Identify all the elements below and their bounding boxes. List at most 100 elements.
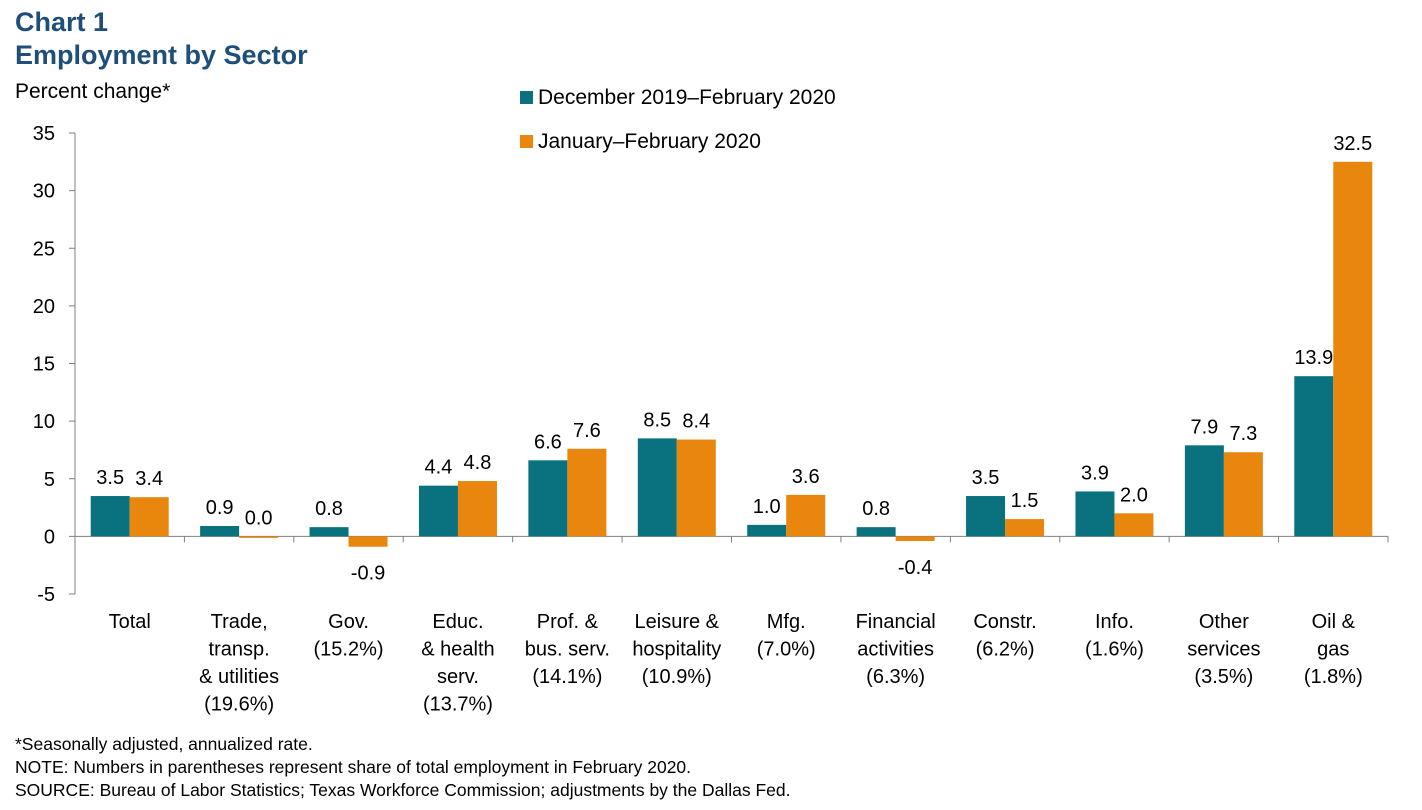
bar-series-2 [567, 448, 607, 537]
category-label: (1.6%) [1085, 639, 1144, 661]
bar-series-2 [1114, 513, 1154, 537]
category-label: (10.9%) [642, 666, 712, 688]
bar-series-1 [309, 527, 349, 537]
data-label: 3.4 [135, 468, 163, 490]
footnotes: *Seasonally adjusted, annualized rate. N… [15, 733, 791, 802]
data-label: 3.9 [1081, 462, 1109, 484]
bar-series-1 [856, 527, 896, 537]
category-label: Constr. [973, 611, 1036, 633]
bar-series-1 [1075, 491, 1115, 537]
y-tick-label: 15 [33, 354, 55, 376]
category-label: activities [857, 639, 934, 661]
data-label: 32.5 [1333, 133, 1372, 155]
category-label: (3.5%) [1194, 666, 1253, 688]
footnote-source: SOURCE: Bureau of Labor Statistics; Texa… [15, 780, 791, 800]
legend-swatch-series-1 [520, 91, 533, 104]
category-label: (1.8%) [1304, 666, 1363, 688]
category-label: & health [421, 639, 494, 661]
category-label: Oil & [1312, 611, 1356, 633]
data-label: 2.0 [1120, 484, 1148, 506]
y-tick-label: 10 [33, 411, 55, 433]
bar-series-2 [676, 439, 716, 537]
data-label: 3.5 [96, 467, 124, 489]
y-tick-label: 35 [33, 123, 55, 145]
category-label: (7.0%) [757, 639, 816, 661]
bar-series-1 [747, 524, 787, 537]
data-label: 0.9 [206, 497, 234, 519]
bar-series-1 [637, 438, 677, 537]
category-label: (13.7%) [423, 694, 493, 716]
chart-number: Chart 1 [15, 7, 109, 37]
data-label: 6.6 [534, 431, 562, 453]
y-tick-label: 30 [33, 181, 55, 203]
category-label: Leisure & [635, 611, 720, 633]
data-label: -0.9 [351, 563, 385, 585]
category-label: hospitality [632, 639, 721, 661]
category-label: transp. [209, 639, 270, 661]
footnote-asterisk: *Seasonally adjusted, annualized rate. [15, 734, 313, 754]
category-label: Trade, [211, 611, 268, 633]
data-label: 3.6 [792, 466, 820, 488]
bar-series-2 [895, 536, 935, 541]
legend-label-series-2: January–February 2020 [538, 130, 761, 153]
y-tick-label: 20 [33, 296, 55, 318]
category-label: Financial [856, 611, 936, 633]
bar-series-1 [966, 496, 1006, 537]
category-label: gas [1317, 639, 1349, 661]
category-label: (15.2%) [314, 639, 384, 661]
bar-chart: -5 0 5 10 15 20 25 30 35 3.5 0.9 0.8 4.4 6.6 8.5 1.0 0.8… [33, 86, 1389, 716]
category-label: Info. [1095, 611, 1134, 633]
bar-series-1 [528, 460, 568, 537]
category-label: Educ. [432, 611, 483, 633]
data-label: 0.8 [862, 498, 890, 520]
bar-series-2 [457, 481, 497, 537]
data-label: 8.4 [682, 411, 710, 433]
category-label: Gov. [328, 611, 369, 633]
y-tick-label: 0 [44, 526, 55, 548]
y-axis-label: Percent change* [15, 80, 171, 103]
footnote-note: NOTE: Numbers in parentheses represent s… [15, 757, 692, 777]
bar-series-1 [90, 496, 130, 537]
category-label: Prof. & [537, 611, 599, 633]
bar-series-2 [348, 536, 388, 547]
legend-label-series-1: December 2019–February 2020 [538, 86, 836, 109]
data-label: 7.9 [1190, 416, 1218, 438]
category-label: (19.6%) [204, 694, 274, 716]
data-label: 1.0 [753, 496, 781, 518]
data-label: 13.9 [1294, 347, 1333, 369]
bar-series-2 [786, 494, 826, 537]
data-label: 1.5 [1011, 490, 1039, 512]
bar-series-2 [1005, 519, 1045, 537]
bar-series-2 [1333, 161, 1373, 537]
bar-series-2 [239, 536, 279, 538]
bar-series-1 [1184, 445, 1224, 537]
y-tick-label: -5 [37, 584, 55, 606]
category-label: serv. [437, 666, 479, 688]
data-label: 4.4 [425, 457, 453, 479]
category-label: (14.1%) [532, 666, 602, 688]
data-label: 3.5 [972, 467, 1000, 489]
data-label: 7.6 [573, 420, 601, 442]
bar-series-1 [418, 485, 458, 537]
category-label: services [1187, 639, 1260, 661]
bar-series-2 [129, 497, 169, 537]
data-label: -0.4 [898, 557, 932, 579]
data-label: 0.0 [245, 507, 273, 529]
bar-series-1 [1294, 376, 1334, 537]
data-label: 8.5 [643, 409, 671, 431]
category-label: Mfg. [767, 611, 806, 633]
y-tick-label: 25 [33, 238, 55, 260]
category-label: (6.2%) [976, 639, 1035, 661]
category-label: Other [1199, 611, 1249, 633]
bar-series-2 [1223, 452, 1263, 537]
data-label: 7.3 [1229, 423, 1257, 445]
bar-series-1 [200, 526, 240, 537]
data-label: 0.8 [315, 498, 343, 520]
chart-title: Employment by Sector [15, 40, 308, 70]
y-tick-label: 5 [44, 469, 55, 491]
legend-swatch-series-2 [520, 135, 533, 148]
category-label: (6.3%) [866, 666, 925, 688]
category-label: Total [109, 611, 151, 633]
category-label: & utilities [199, 666, 279, 688]
data-label: 4.8 [464, 452, 492, 474]
